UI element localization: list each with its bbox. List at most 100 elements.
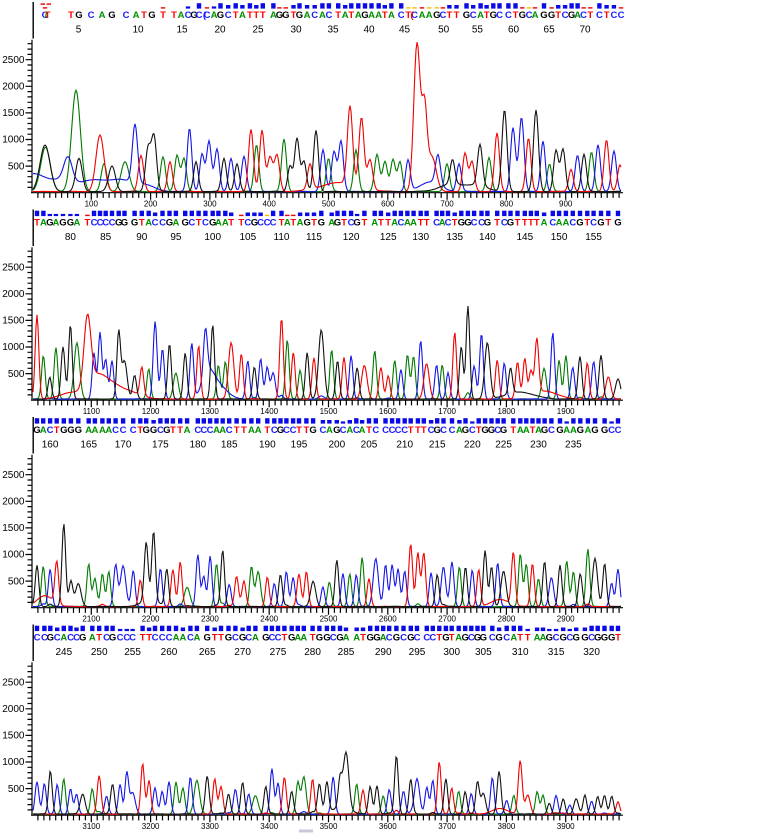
svg-text:T: T <box>247 10 253 21</box>
svg-text:85: 85 <box>100 232 112 243</box>
svg-text:T: T <box>311 218 317 229</box>
svg-text:A: A <box>91 425 98 436</box>
svg-text:A: A <box>179 633 186 644</box>
svg-text:3400: 3400 <box>260 822 278 831</box>
svg-text:45: 45 <box>399 25 411 36</box>
svg-text:T: T <box>238 218 244 229</box>
svg-text:G: G <box>500 425 507 436</box>
svg-text:15: 15 <box>176 25 188 36</box>
svg-text:C: C <box>34 633 41 644</box>
svg-text:C: C <box>157 425 164 436</box>
svg-text:C: C <box>207 425 214 436</box>
svg-text:A: A <box>89 633 96 644</box>
svg-text:G: G <box>597 218 604 229</box>
svg-text:285: 285 <box>338 647 355 658</box>
svg-text:(: ( <box>203 10 207 21</box>
svg-text:C: C <box>505 10 512 21</box>
svg-text:C: C <box>325 10 332 21</box>
svg-text:95: 95 <box>170 232 182 243</box>
svg-text:T: T <box>452 218 458 229</box>
svg-text:5: 5 <box>76 25 82 36</box>
svg-text:G: G <box>601 425 608 436</box>
svg-text:C: C <box>123 10 130 21</box>
svg-text:T: T <box>45 10 51 21</box>
svg-text:T: T <box>253 10 259 21</box>
svg-text:C: C <box>67 633 74 644</box>
svg-text:C: C <box>526 10 533 21</box>
svg-text:3300: 3300 <box>201 822 219 831</box>
svg-text:290: 290 <box>375 647 392 658</box>
svg-text:280: 280 <box>304 647 321 658</box>
svg-text:C: C <box>548 425 555 436</box>
svg-text:1400: 1400 <box>260 407 278 416</box>
svg-text:1700: 1700 <box>438 407 456 416</box>
svg-text:A: A <box>172 218 179 229</box>
svg-text:T: T <box>196 218 202 229</box>
svg-text:G: G <box>546 633 553 644</box>
svg-text:A: A <box>300 633 307 644</box>
svg-text:T: T <box>424 218 430 229</box>
svg-text:A: A <box>284 218 291 229</box>
svg-text:G: G <box>464 218 471 229</box>
svg-text:T: T <box>228 218 234 229</box>
svg-text:G: G <box>304 218 311 229</box>
svg-text:T: T <box>522 218 528 229</box>
svg-text:2000: 2000 <box>2 704 25 715</box>
svg-text:G: G <box>47 633 54 644</box>
svg-text:T: T <box>587 10 593 21</box>
svg-text:A: A <box>105 425 112 436</box>
svg-text:2000: 2000 <box>2 289 25 300</box>
svg-text:C: C <box>244 218 251 229</box>
svg-text:255: 255 <box>124 647 141 658</box>
svg-text:C: C <box>440 425 447 436</box>
svg-text:G: G <box>591 425 598 436</box>
svg-text:A: A <box>304 10 311 21</box>
svg-text:55: 55 <box>472 25 484 36</box>
svg-text:G: G <box>490 10 497 21</box>
svg-text:G: G <box>507 218 514 229</box>
svg-text:C: C <box>596 10 603 21</box>
svg-text:A: A <box>40 425 47 436</box>
svg-text:120: 120 <box>343 232 360 243</box>
svg-text:A: A <box>145 218 152 229</box>
svg-text:190: 190 <box>259 440 276 451</box>
svg-text:G: G <box>577 425 584 436</box>
svg-text:C: C <box>88 10 95 21</box>
svg-text:110: 110 <box>274 232 290 243</box>
svg-text:C: C <box>353 425 360 436</box>
svg-text:C: C <box>503 633 510 644</box>
svg-text:G: G <box>309 425 316 436</box>
svg-text:500: 500 <box>8 161 25 172</box>
svg-text:G: G <box>560 633 567 644</box>
svg-text:T: T <box>171 10 177 21</box>
svg-text:A: A <box>270 10 277 21</box>
svg-text:C: C <box>117 633 124 644</box>
svg-text:315: 315 <box>548 647 565 658</box>
svg-text:T: T <box>234 425 240 436</box>
svg-text:A: A <box>404 218 411 229</box>
svg-text:C: C <box>311 10 318 21</box>
svg-text:G: G <box>495 633 502 644</box>
svg-text:A: A <box>355 10 362 21</box>
svg-text:G: G <box>131 218 138 229</box>
svg-text:T: T <box>139 218 145 229</box>
svg-text:A: A <box>343 633 350 644</box>
svg-text:165: 165 <box>80 440 97 451</box>
svg-text:T: T <box>296 425 302 436</box>
svg-text:A: A <box>556 218 563 229</box>
svg-text:3800: 3800 <box>498 822 516 831</box>
svg-text:C: C <box>123 633 130 644</box>
svg-text:G: G <box>108 10 115 21</box>
svg-text:C: C <box>129 633 136 644</box>
svg-text:300: 300 <box>203 200 217 209</box>
svg-text:295: 295 <box>409 647 426 658</box>
svg-text:T: T <box>141 10 147 21</box>
svg-text:G: G <box>462 633 469 644</box>
svg-text:G: G <box>541 425 548 436</box>
svg-text:G: G <box>262 633 269 644</box>
svg-text:G: G <box>474 633 481 644</box>
svg-text:C: C <box>257 218 264 229</box>
svg-text:3100: 3100 <box>82 822 100 831</box>
svg-text:1000: 1000 <box>2 135 25 146</box>
svg-text:G: G <box>367 633 374 644</box>
